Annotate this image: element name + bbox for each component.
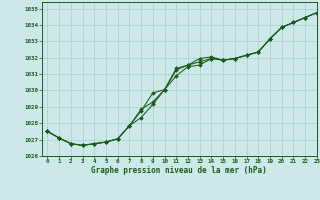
X-axis label: Graphe pression niveau de la mer (hPa): Graphe pression niveau de la mer (hPa) (91, 166, 267, 175)
